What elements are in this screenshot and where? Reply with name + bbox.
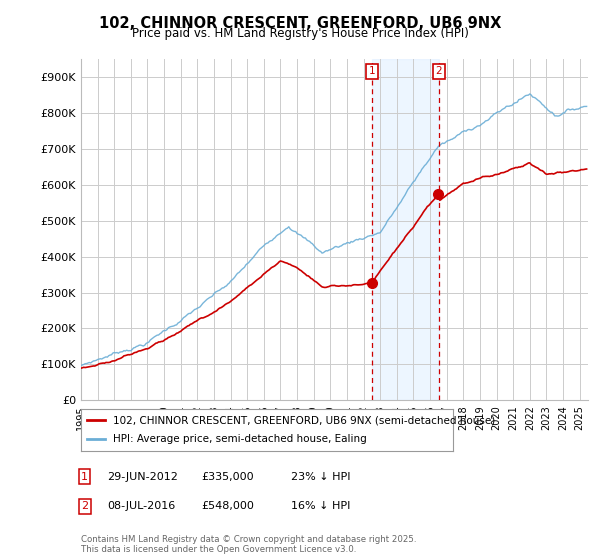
Text: £335,000: £335,000 — [201, 472, 254, 482]
Text: Contains HM Land Registry data © Crown copyright and database right 2025.
This d: Contains HM Land Registry data © Crown c… — [81, 535, 416, 554]
Bar — [372, 59, 439, 400]
Text: 2: 2 — [436, 67, 442, 76]
Text: 2: 2 — [81, 501, 88, 511]
Text: 23% ↓ HPI: 23% ↓ HPI — [291, 472, 350, 482]
Text: 1: 1 — [81, 472, 88, 482]
Text: 102, CHINNOR CRESCENT, GREENFORD, UB6 9NX (semi-detached house): 102, CHINNOR CRESCENT, GREENFORD, UB6 9N… — [113, 415, 495, 425]
Text: 08-JUL-2016: 08-JUL-2016 — [107, 501, 175, 511]
Text: £548,000: £548,000 — [201, 501, 254, 511]
Text: Price paid vs. HM Land Registry's House Price Index (HPI): Price paid vs. HM Land Registry's House … — [131, 27, 469, 40]
Text: 1: 1 — [368, 67, 375, 76]
Text: 16% ↓ HPI: 16% ↓ HPI — [291, 501, 350, 511]
Text: 102, CHINNOR CRESCENT, GREENFORD, UB6 9NX: 102, CHINNOR CRESCENT, GREENFORD, UB6 9N… — [99, 16, 501, 31]
Text: HPI: Average price, semi-detached house, Ealing: HPI: Average price, semi-detached house,… — [113, 435, 367, 445]
Text: 29-JUN-2012: 29-JUN-2012 — [107, 472, 178, 482]
